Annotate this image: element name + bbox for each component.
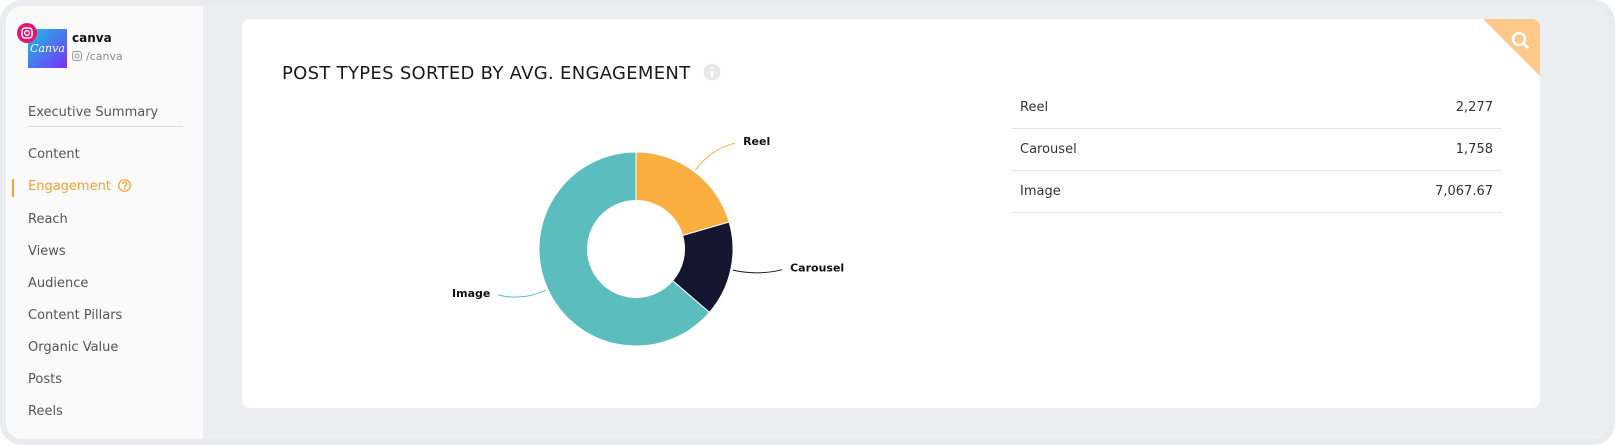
panel-title: POST TYPES SORTED BY AVG. ENGAGEMENT [282,63,721,84]
donut-chart: Reel Carousel Image [452,135,844,347]
row-value: 1,758 [1254,128,1502,171]
nav-item[interactable]: Engagement [28,179,131,194]
row-name: Reel [1011,87,1255,129]
nav-item[interactable]: Reels [28,404,63,419]
slice-label: Reel [743,135,770,148]
instagram-badge [17,23,37,43]
profile-handle: /canva [86,50,123,63]
nav-item[interactable]: Content [28,147,80,162]
leader-line [498,289,547,298]
nav-item[interactable]: Executive Summary [28,105,159,120]
help-icon[interactable] [118,179,131,192]
row-name: Carousel [1011,128,1255,171]
row-value: 7,067.67 [1254,170,1502,213]
data-table: Reel 2,277 Carousel 1,758 Image 7,067.67 [1011,87,1502,213]
nav-item[interactable]: Organic Value [28,340,119,355]
title-text: POST TYPES SORTED BY AVG. ENGAGEMENT [282,63,691,84]
sidebar: Canva canva /canva Executive Summary Cont… [6,6,203,439]
profile-logo: Canva [28,29,67,68]
separator [28,126,183,127]
active-indicator [12,179,14,197]
row-name: Image [1011,170,1255,213]
donut-slice [635,151,730,237]
instagram-icon [72,51,82,61]
nav-item[interactable]: Views [28,244,66,259]
table-row: Carousel 1,758 [1011,128,1502,171]
profile-name: canva [72,31,112,45]
slice-label: Image [452,287,490,300]
table-row: Image 7,067.67 [1011,170,1502,213]
table-row: Reel 2,277 [1011,87,1502,129]
row-value: 2,277 [1254,87,1502,129]
slice-label: Carousel [790,262,844,275]
info-icon[interactable] [703,63,721,81]
leader-line [732,269,783,274]
leader-line [695,142,736,171]
nav-item[interactable]: Reach [28,212,68,227]
nav-item[interactable]: Content Pillars [28,308,123,323]
nav-item[interactable]: Posts [28,372,62,387]
search-corner[interactable] [1483,19,1540,76]
panel: POST TYPES SORTED BY AVG. ENGAGEMENT Ree… [242,19,1540,408]
nav-item[interactable]: Audience [28,276,89,291]
donut-slice [538,151,711,347]
